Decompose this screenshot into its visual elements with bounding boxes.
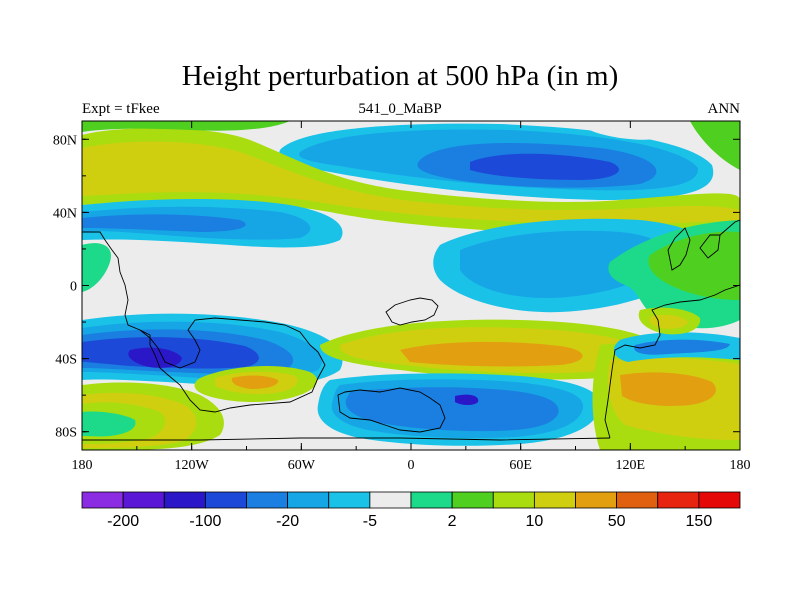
y-tick-label: 40S [55,353,77,368]
colorbar-swatch [204,491,247,509]
colorbar-swatch [657,491,700,509]
colorbar-swatch [122,491,165,509]
colorbar-swatch [163,491,206,509]
colorbar-label: -20 [276,513,299,530]
x-tick-label: 180 [72,458,93,473]
colorbar-swatch [287,491,330,509]
colorbar-label: -200 [107,513,139,530]
y-tick-label: 0 [70,280,77,295]
x-tick-label: 0 [408,458,415,473]
season-label: ANN [707,101,741,117]
plot-title: Height perturbation at 500 hPa (in m) [181,60,619,92]
y-axis: 80N 40N 0 40S 80S [53,133,740,441]
colorbar-swatch [451,491,494,509]
x-tick-label: 180 [730,458,751,473]
coastlines [82,219,740,441]
time-slice-label: 541_0_MaBP [358,101,442,117]
colorbar-swatch [698,491,741,509]
colorbar-swatch [369,491,412,509]
colorbar-swatch [81,491,124,509]
y-tick-label: 40N [53,206,77,221]
y-tick-label: 80S [55,426,77,441]
colorbar-label: 10 [525,513,543,530]
x-tick-label: 120W [175,458,210,473]
y-tick-label: 80N [53,133,77,148]
colorbar-swatch [246,491,289,509]
colorbar-swatch [328,491,371,509]
x-axis: 180 120W 60W 0 60E 120E 180 [72,121,751,473]
x-tick-label: 60E [509,458,532,473]
colorbar-swatch [533,491,576,509]
colorbar-label: 50 [608,513,626,530]
x-tick-label: 60W [288,458,316,473]
contour-field [82,121,740,450]
colorbar-label: 2 [448,513,457,530]
colorbar-swatch [616,491,659,509]
colorbar: -200 -100 -20 -5 2 10 50 150 [81,491,741,530]
experiment-label: Expt = tFkee [82,101,160,117]
x-tick-label: 120E [616,458,646,473]
colorbar-label: 150 [686,513,713,530]
colorbar-label: -5 [363,513,377,530]
colorbar-swatch [410,491,453,509]
colorbar-swatch [492,491,535,509]
colorbar-swatch [575,491,618,509]
colorbar-label: -100 [189,513,221,530]
